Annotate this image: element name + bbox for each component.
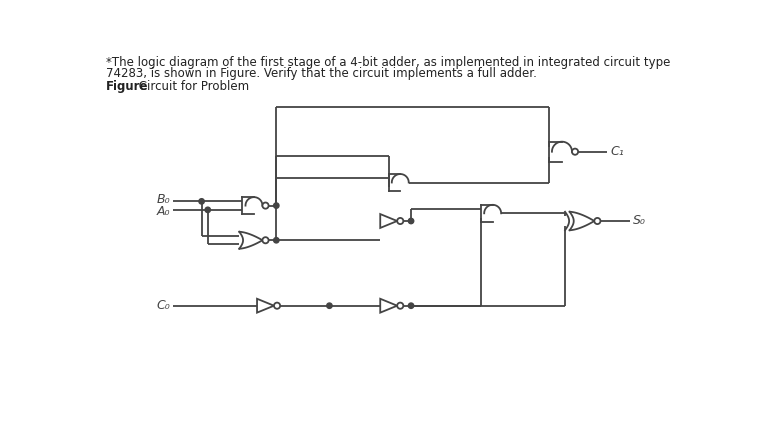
Text: C₀: C₀ xyxy=(156,299,170,312)
Text: C₁: C₁ xyxy=(611,145,624,158)
Text: *The logic diagram of the first stage of a 4-bit adder, as implemented in integr: *The logic diagram of the first stage of… xyxy=(106,56,670,69)
Text: Figure: Figure xyxy=(106,80,149,93)
Circle shape xyxy=(263,203,269,209)
Circle shape xyxy=(274,303,280,309)
Circle shape xyxy=(397,303,403,309)
Circle shape xyxy=(274,203,279,208)
Text: S₀: S₀ xyxy=(633,215,646,227)
Text: B₀: B₀ xyxy=(156,193,170,206)
Circle shape xyxy=(327,303,332,308)
Circle shape xyxy=(263,237,269,243)
Circle shape xyxy=(205,207,210,212)
Circle shape xyxy=(408,218,414,224)
Circle shape xyxy=(594,218,601,224)
Circle shape xyxy=(397,218,403,224)
Text: A₀: A₀ xyxy=(157,205,170,218)
Text: 74283, is shown in Figure. Verify that the circuit implements a full adder.: 74283, is shown in Figure. Verify that t… xyxy=(106,67,537,80)
Circle shape xyxy=(199,199,205,204)
Circle shape xyxy=(572,149,578,155)
Text: Circuit for Problem: Circuit for Problem xyxy=(136,80,249,93)
Circle shape xyxy=(274,237,279,243)
Circle shape xyxy=(408,303,414,308)
